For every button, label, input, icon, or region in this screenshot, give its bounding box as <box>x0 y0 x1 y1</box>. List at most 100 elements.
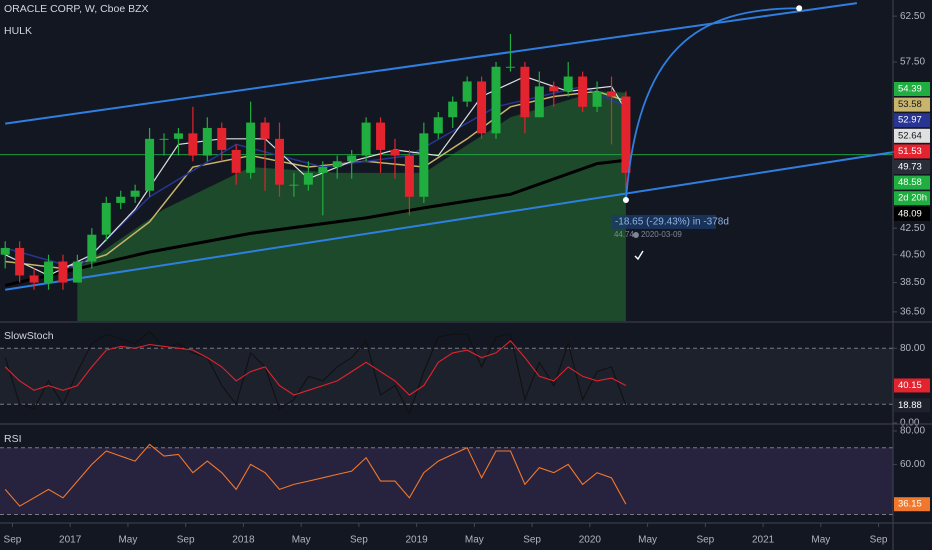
candle-body <box>520 66 530 118</box>
y-tick-label: 42.50 <box>900 223 925 234</box>
candle-body <box>116 196 126 203</box>
price-badge-bg <box>894 144 930 159</box>
y-tick-label: 62.50 <box>900 11 925 22</box>
price-badge: 52.97 <box>898 115 922 126</box>
candle-body <box>376 122 386 150</box>
price-badge: 48.09 <box>898 208 922 219</box>
price-badge: 54.39 <box>898 84 922 95</box>
x-tick-label: 2020 <box>579 535 602 546</box>
price-badge: 52.64 <box>898 130 922 141</box>
candle-body <box>491 66 501 134</box>
candle-body <box>159 138 169 140</box>
candle-body <box>549 86 559 92</box>
y-tick-label: 0.00 <box>900 418 920 429</box>
x-tick-label: May <box>811 535 830 546</box>
candle-body <box>202 127 212 156</box>
moving-average <box>4 75 627 277</box>
x-tick-label: Sep <box>177 535 195 546</box>
candle-body <box>332 161 342 168</box>
indicator-line <box>4 330 627 416</box>
price-badge-bg <box>894 82 930 96</box>
candle-body <box>15 247 25 276</box>
y-tick-label: 40.50 <box>900 249 925 260</box>
candle-body <box>404 155 414 197</box>
candle-body <box>217 127 227 150</box>
candle-body <box>592 91 602 107</box>
level-band <box>0 447 893 515</box>
x-tick-label: May <box>638 535 657 546</box>
value-badge-bg <box>894 378 930 393</box>
candle-body <box>433 117 443 134</box>
x-tick-label: 2017 <box>59 535 82 546</box>
price-badge-bg <box>894 113 930 128</box>
projection-curve <box>625 7 800 201</box>
price-badge: 2d 20h <box>898 193 927 204</box>
hulk-area <box>77 91 626 322</box>
candle-body <box>87 234 97 262</box>
projection-label-bg <box>611 214 716 229</box>
price-badge: 53.58 <box>898 99 922 110</box>
candle-body <box>621 96 631 173</box>
candle-body <box>607 91 617 97</box>
clock-icon <box>632 231 639 238</box>
x-tick-label: 2021 <box>752 535 775 546</box>
candle-body <box>289 184 299 186</box>
price-badge-bg <box>894 160 930 174</box>
value-badge-bg <box>894 398 930 413</box>
x-tick-label: 2019 <box>406 535 429 546</box>
candle-body <box>145 138 155 191</box>
candle-body <box>72 261 82 283</box>
candle-body <box>303 172 313 185</box>
value-badge: 18.88 <box>898 400 922 411</box>
candle-body <box>0 247 10 255</box>
indicator-name: RSI <box>4 433 22 445</box>
x-tick-label: Sep <box>4 535 22 546</box>
candle-body <box>274 138 284 185</box>
candle-body <box>188 133 198 156</box>
projection-price: 44.74 <box>614 230 635 239</box>
moving-average <box>4 158 627 287</box>
candle-body <box>130 190 140 197</box>
x-tick-label: May <box>465 535 484 546</box>
candle-body <box>44 261 54 283</box>
candle-body <box>318 167 328 173</box>
y-tick-label: 36.50 <box>900 307 925 318</box>
y-tick-label: 80.00 <box>900 426 925 437</box>
x-tick-label: 2018 <box>232 535 255 546</box>
candle-body <box>173 133 183 139</box>
candle-body <box>390 149 400 156</box>
candle-body <box>534 86 544 118</box>
y-tick-label: 38.50 <box>900 277 925 288</box>
candle-body <box>477 81 487 134</box>
price-badge-bg <box>894 97 930 112</box>
x-tick-label: Sep <box>523 535 541 546</box>
price-badge-bg <box>894 191 930 206</box>
candle-body <box>361 122 371 156</box>
x-tick-label: Sep <box>350 535 368 546</box>
candle-body <box>419 133 429 197</box>
price-badge-bg <box>894 128 930 143</box>
chart-title: ORACLE CORP, W, Cboe BZX <box>4 3 149 15</box>
y-tick-label: 57.50 <box>900 57 925 68</box>
price-badge-bg <box>894 206 930 221</box>
x-tick-label: May <box>118 535 137 546</box>
price-badge-bg <box>894 175 930 190</box>
value-badge-bg <box>894 497 930 512</box>
x-tick-label: Sep <box>870 535 888 546</box>
candle-body <box>101 202 111 235</box>
projection-date: 2020-03-09 <box>641 230 682 239</box>
trendline <box>5 150 901 291</box>
candle-body <box>505 66 515 68</box>
candle-body <box>578 76 588 107</box>
candle-body <box>246 122 256 173</box>
candle-body <box>347 155 357 162</box>
candle-body <box>58 261 68 283</box>
indicator-name: SlowStoch <box>4 330 54 342</box>
y-tick-label: 60.00 <box>900 459 925 470</box>
candle-body <box>231 149 241 173</box>
x-tick-label: Sep <box>696 535 714 546</box>
indicator-line <box>4 340 627 396</box>
candle-body <box>462 81 472 102</box>
